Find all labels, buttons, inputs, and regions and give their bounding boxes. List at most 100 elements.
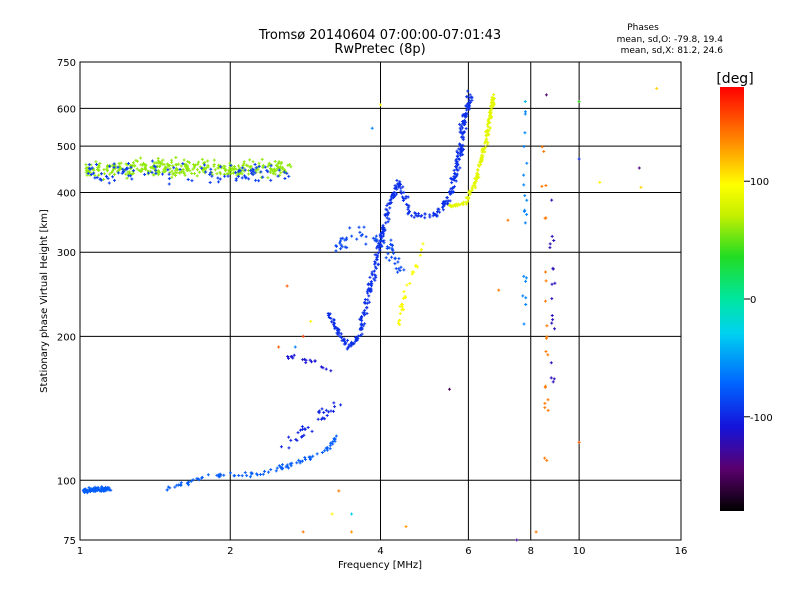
data-point — [484, 138, 488, 142]
data-point — [94, 163, 98, 167]
data-point — [367, 282, 371, 286]
data-point — [319, 365, 323, 369]
data-point — [216, 166, 220, 170]
data-point — [389, 198, 393, 202]
data-point — [488, 126, 492, 130]
data-point — [524, 276, 528, 280]
data-point — [343, 245, 347, 249]
data-point — [441, 208, 445, 212]
data-point — [546, 353, 550, 357]
data-point — [461, 153, 465, 157]
data-point — [112, 162, 116, 166]
data-point — [269, 178, 273, 182]
data-point — [491, 103, 495, 107]
data-point — [157, 164, 161, 168]
data-point — [185, 481, 189, 485]
data-point — [458, 143, 462, 147]
data-point — [327, 315, 331, 319]
data-point — [90, 166, 94, 170]
data-point — [125, 176, 129, 180]
data-point — [168, 171, 172, 175]
data-point — [523, 131, 527, 135]
data-point — [274, 469, 278, 473]
data-point — [308, 455, 312, 459]
data-point — [190, 172, 194, 176]
data-point — [523, 194, 527, 198]
data-point — [399, 302, 403, 306]
data-point — [289, 165, 293, 169]
data-point — [522, 173, 526, 177]
data-point — [406, 212, 410, 216]
data-point — [107, 486, 111, 490]
data-point — [479, 163, 483, 167]
data-point — [316, 417, 320, 421]
data-point — [89, 172, 93, 176]
data-point — [434, 214, 438, 218]
data-point — [397, 267, 401, 271]
data-point — [543, 216, 547, 220]
data-point — [466, 105, 470, 109]
data-point — [183, 173, 187, 177]
data-point — [111, 169, 115, 173]
data-point — [258, 473, 262, 477]
data-point — [279, 465, 283, 469]
data-point — [409, 214, 413, 218]
data-point — [329, 409, 333, 413]
data-point — [448, 387, 452, 391]
data-point — [550, 297, 554, 301]
data-point — [237, 170, 241, 174]
data-point — [84, 163, 88, 167]
data-point — [339, 243, 343, 247]
data-point — [545, 458, 549, 462]
data-point — [363, 298, 367, 302]
data-point — [365, 306, 369, 310]
data-point — [195, 174, 199, 178]
data-point — [247, 172, 251, 176]
data-point — [321, 416, 325, 420]
data-point — [257, 161, 261, 165]
data-point — [166, 168, 170, 172]
data-point — [124, 172, 128, 176]
data-point — [108, 172, 112, 176]
data-point — [368, 283, 372, 287]
data-point — [213, 168, 217, 172]
data-point — [298, 461, 302, 465]
y-axis-ticks: 75 100 200 300 400 500 600 750 — [57, 58, 76, 547]
data-point — [550, 198, 554, 202]
data-point — [544, 93, 548, 97]
data-point — [394, 267, 398, 271]
data-point — [164, 166, 168, 170]
data-point — [491, 96, 495, 100]
data-point — [287, 435, 291, 439]
data-point — [203, 160, 207, 164]
data-point — [297, 458, 301, 462]
data-point — [279, 165, 283, 169]
data-point — [116, 165, 120, 169]
data-point — [255, 472, 259, 476]
data-point — [195, 477, 199, 481]
data-point — [97, 173, 101, 177]
data-point — [295, 461, 299, 465]
data-point — [274, 163, 278, 167]
data-point — [240, 172, 244, 176]
data-point — [263, 469, 267, 473]
data-point — [105, 169, 109, 173]
data-point — [405, 283, 409, 287]
data-point — [143, 164, 147, 168]
data-point — [542, 149, 546, 153]
data-point — [285, 284, 289, 288]
data-point — [373, 261, 377, 265]
data-point — [97, 163, 101, 167]
data-point — [393, 257, 397, 261]
data-point — [259, 170, 263, 174]
data-point — [418, 253, 422, 257]
data-point — [289, 438, 293, 442]
data-point — [143, 172, 147, 176]
data-point — [320, 450, 324, 454]
data-point — [87, 486, 91, 490]
data-point — [525, 213, 529, 217]
data-point — [231, 166, 235, 170]
data-point — [154, 165, 158, 169]
data-point — [406, 206, 410, 210]
data-point — [273, 159, 277, 163]
